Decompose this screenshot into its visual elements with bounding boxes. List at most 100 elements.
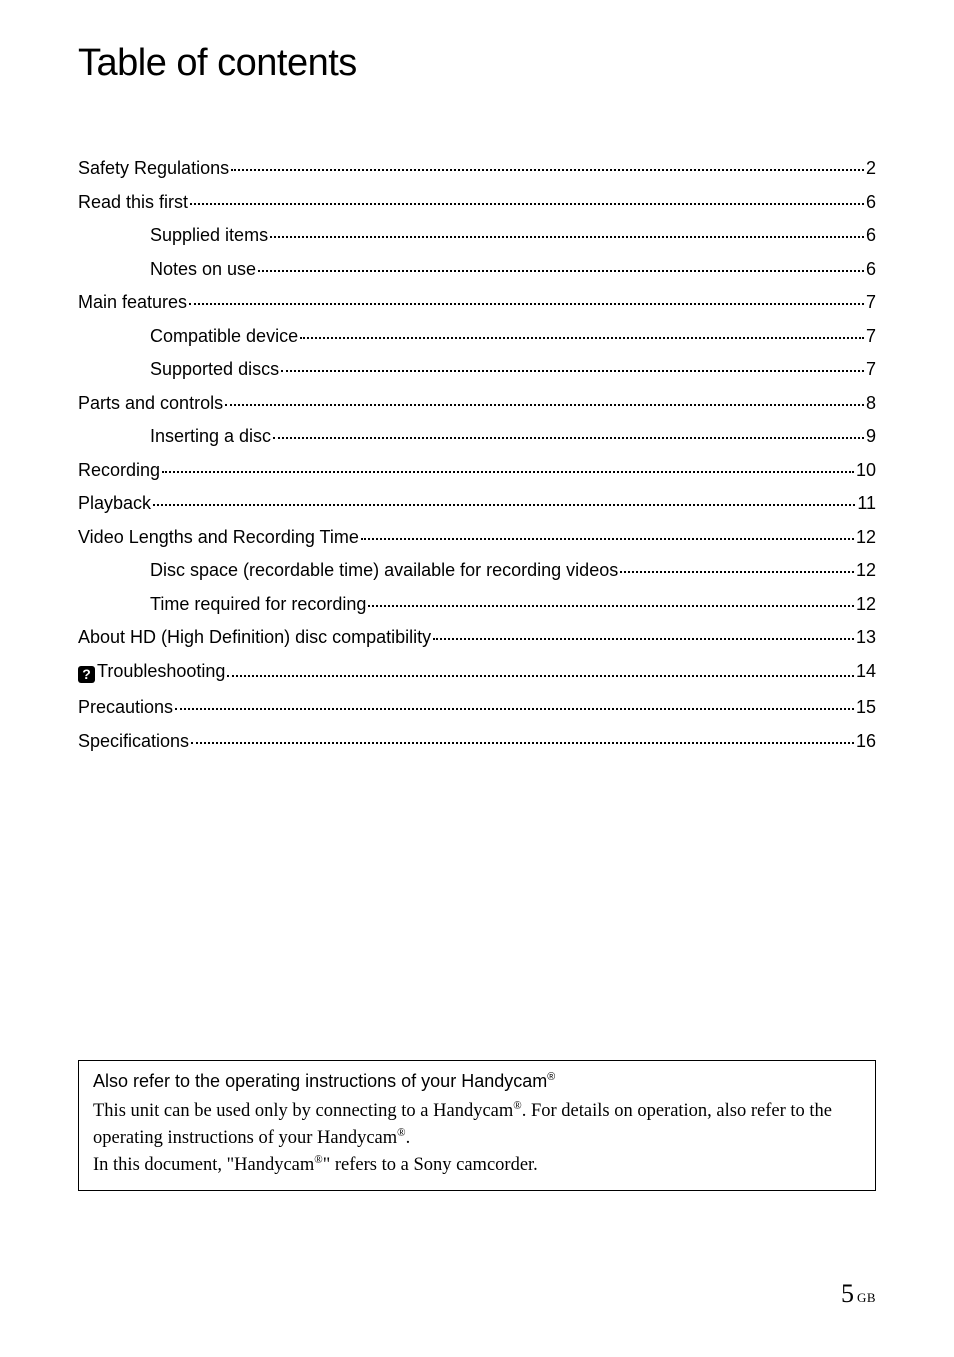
toc-leader-dots [231,169,864,171]
note-body-part1: This unit can be used only by connecting… [93,1101,513,1121]
toc-entry-text: Video Lengths and Recording Time [78,527,359,547]
toc-entry-text: Disc space (recordable time) available f… [150,560,618,580]
toc-entry-text: Supported discs [150,359,279,379]
toc-entry[interactable]: Specifications16 [78,732,876,750]
toc-entry-label: Parts and controls [78,394,223,412]
toc-leader-dots [281,370,864,372]
toc-entry-label: Recording [78,461,160,479]
toc-entry[interactable]: Parts and controls 8 [78,394,876,412]
toc-leader-dots [191,742,854,744]
toc-entry-text: Inserting a disc [150,426,271,446]
toc-entry[interactable]: About HD (High Definition) disc compatib… [78,628,876,646]
toc-entry-label: Compatible device [150,327,298,345]
toc-entry[interactable]: Inserting a disc 9 [78,427,876,445]
page-number-footer: 5GB [841,1279,876,1309]
table-of-contents: Safety Regulations2Read this first6Suppl… [78,159,876,750]
page-number: 5 [841,1279,854,1308]
toc-entry-label: ?Troubleshooting [78,662,225,683]
toc-entry-label: Safety Regulations [78,159,229,177]
toc-entry[interactable]: Supported discs7 [78,360,876,378]
toc-leader-dots [190,203,864,205]
toc-entry[interactable]: ?Troubleshooting 14 [78,662,876,683]
toc-entry-label: Supported discs [150,360,279,378]
toc-entry-text: Playback [78,493,151,513]
toc-entry-page: 8 [866,394,876,412]
toc-entry-label: Playback [78,494,151,512]
toc-entry[interactable]: Compatible device 7 [78,327,876,345]
toc-entry[interactable]: Recording 10 [78,461,876,479]
note-body: This unit can be used only by connecting… [93,1098,861,1178]
page-container: Table of contents Safety Regulations 2 Rea… [0,0,954,750]
toc-entry-page: 6 [866,260,876,278]
registered-mark-icon: ® [397,1127,405,1139]
toc-entry-page: 12 [856,528,876,546]
toc-entry-page: 7 [866,293,876,311]
toc-entry-page: 15 [856,698,876,716]
toc-entry-page: 6 [866,226,876,244]
toc-leader-dots [433,638,854,640]
toc-entry-text: Precautions [78,697,173,717]
toc-entry-page: 7 [866,327,876,345]
toc-entry-label: Inserting a disc [150,427,271,445]
toc-leader-dots [162,471,854,473]
toc-entry-page: 6 [866,193,876,211]
toc-entry-text: About HD (High Definition) disc compatib… [78,627,431,647]
note-body-part5: " refers to a Sony camcorder. [323,1155,538,1175]
toc-entry-label: Precautions [78,698,173,716]
toc-entry[interactable]: Supplied items 6 [78,226,876,244]
toc-entry-text: Recording [78,460,160,480]
toc-entry-page: 14 [856,662,876,680]
toc-entry-label: Supplied items [150,226,268,244]
toc-entry-page: 9 [866,427,876,445]
note-body-part4: In this document, "Handycam [93,1155,314,1175]
reference-note-box: Also refer to the operating instructions… [78,1060,876,1191]
toc-entry-text: Notes on use [150,259,256,279]
toc-leader-dots [620,571,854,573]
toc-entry[interactable]: Read this first 6 [78,193,876,211]
toc-entry-label: Time required for recording [150,595,366,613]
toc-entry[interactable]: Notes on use 6 [78,260,876,278]
toc-entry[interactable]: Precautions 15 [78,698,876,716]
toc-leader-dots [189,303,864,305]
note-heading-text: Also refer to the operating instructions… [93,1071,547,1091]
toc-entry-label: Notes on use [150,260,256,278]
toc-entry[interactable]: Safety Regulations 2 [78,159,876,177]
toc-entry-page: 11 [857,494,876,512]
toc-entry-page: 2 [866,159,876,177]
toc-entry-label: Main features [78,293,187,311]
toc-leader-dots [368,605,854,607]
note-heading: Also refer to the operating instructions… [93,1071,861,1092]
note-body-part3: . [406,1128,411,1148]
toc-entry-text: Compatible device [150,326,298,346]
toc-entry-page: 10 [856,461,876,479]
toc-entry[interactable]: Time required for recording 12 [78,595,876,613]
toc-entry-label: Disc space (recordable time) available f… [150,561,618,579]
toc-entry-page: 13 [856,628,876,646]
page-title: Table of contents [78,42,876,85]
toc-entry-label: Video Lengths and Recording Time [78,528,359,546]
question-icon: ? [78,666,95,683]
page-suffix: GB [857,1290,876,1305]
toc-leader-dots [258,270,864,272]
toc-leader-dots [153,504,855,506]
toc-entry-text: Troubleshooting [97,661,225,681]
toc-entry[interactable]: Video Lengths and Recording Time 12 [78,528,876,546]
registered-mark-icon: ® [314,1153,322,1165]
toc-leader-dots [270,236,864,238]
toc-leader-dots [175,708,854,710]
toc-entry-text: Parts and controls [78,393,223,413]
toc-entry-label: Read this first [78,193,188,211]
toc-leader-dots [361,538,854,540]
toc-entry[interactable]: Main features 7 [78,293,876,311]
toc-entry-label: Specifications [78,732,189,750]
toc-leader-dots [227,675,854,677]
toc-entry-page: 12 [856,561,876,579]
toc-entry-text: Time required for recording [150,594,366,614]
toc-entry[interactable]: Disc space (recordable time) available f… [78,561,876,579]
toc-entry[interactable]: Playback 11 [78,494,876,512]
toc-entry-text: Specifications [78,731,189,751]
toc-entry-page: 12 [856,595,876,613]
toc-leader-dots [225,404,864,406]
toc-leader-dots [300,337,864,339]
toc-entry-text: Safety Regulations [78,158,229,178]
